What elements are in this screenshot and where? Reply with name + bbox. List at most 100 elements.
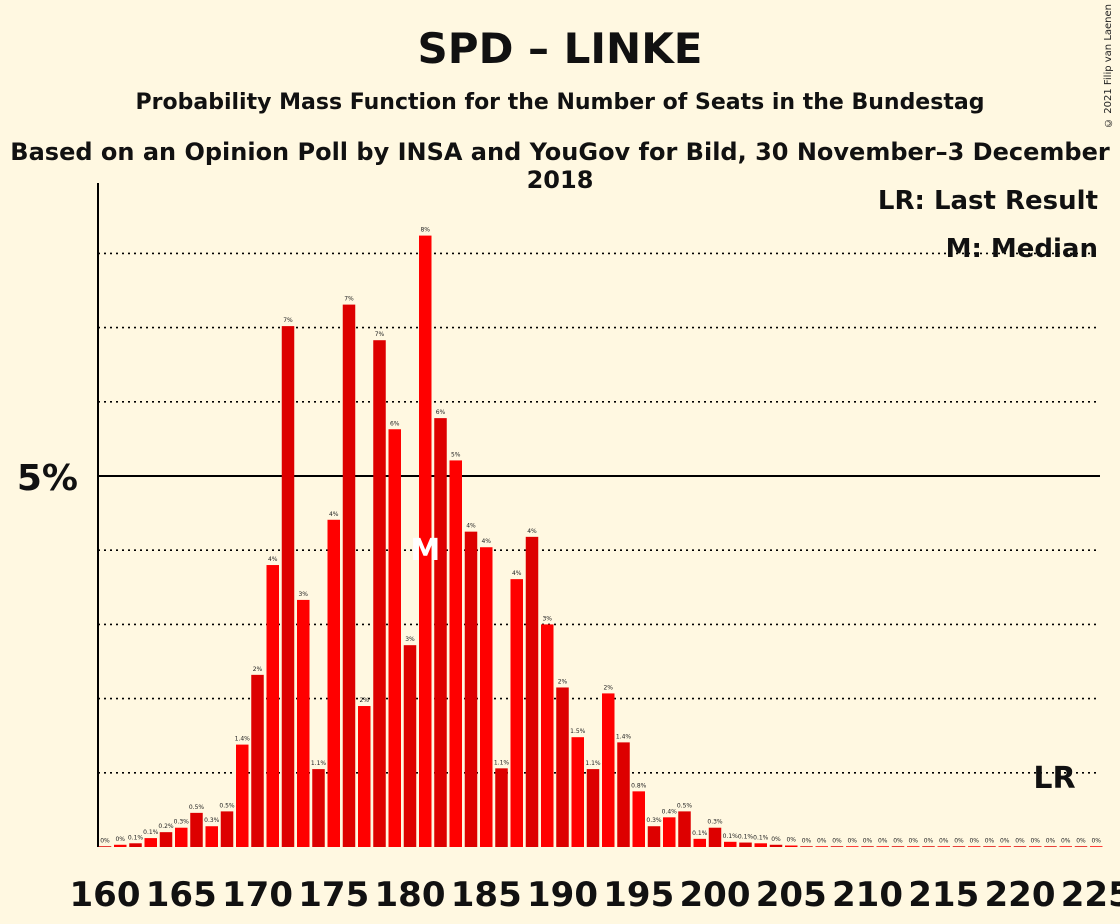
- bar-value-label: 0%: [1076, 837, 1086, 844]
- bar-value-label: 6%: [436, 409, 446, 416]
- bar: [312, 769, 325, 847]
- bar: [830, 846, 844, 847]
- bar-value-label: 0.5%: [677, 802, 693, 809]
- bar: [602, 693, 615, 847]
- bar: [1090, 846, 1103, 847]
- bar-value-label: 2%: [603, 684, 613, 691]
- bar: [617, 742, 630, 847]
- bar: [327, 519, 340, 847]
- bar-value-label: 8%: [420, 227, 430, 234]
- bar: [891, 846, 905, 847]
- bar-value-label: 0.1%: [692, 830, 708, 837]
- x-tick-label: 210: [832, 875, 903, 915]
- last-result-marker: LR: [1033, 761, 1075, 796]
- median-marker: M: [410, 533, 440, 568]
- bar: [373, 340, 386, 847]
- bar: [495, 768, 508, 847]
- bar: [876, 846, 889, 847]
- x-tick-label: 175: [298, 875, 369, 915]
- x-tick-label: 165: [146, 875, 217, 915]
- bar-value-label: 0%: [1091, 837, 1101, 844]
- bar-value-label: 2%: [359, 697, 369, 704]
- bar-value-label: 1.1%: [494, 759, 510, 766]
- bar: [419, 235, 432, 848]
- bar: [769, 844, 783, 847]
- x-tick-label: 180: [375, 875, 446, 915]
- bar: [129, 843, 142, 847]
- bar-value-label: 6%: [390, 420, 400, 427]
- bar-value-label: 0%: [802, 837, 812, 844]
- bar-value-label: 7%: [283, 317, 293, 324]
- bar: [952, 846, 966, 847]
- bar: [205, 826, 218, 847]
- bar-value-label: 0%: [847, 837, 857, 844]
- bar: [358, 706, 371, 847]
- y-tick-label: 5%: [17, 458, 78, 499]
- bar-value-label: 7%: [344, 296, 354, 303]
- bar-value-label: 0.3%: [204, 817, 220, 824]
- x-tick-label: 160: [70, 875, 141, 915]
- bar: [159, 832, 173, 847]
- chart-subtitle: Probability Mass Function for the Number…: [135, 90, 985, 115]
- bar: [922, 846, 935, 847]
- bar-value-label: 0%: [969, 837, 979, 844]
- bar: [1029, 846, 1042, 847]
- bar-value-label: 1.4%: [235, 736, 251, 743]
- bar-value-label: 0%: [908, 837, 918, 844]
- bar-value-label: 0%: [985, 837, 995, 844]
- bar: [1013, 846, 1027, 847]
- bar-value-label: 0.1%: [723, 833, 739, 840]
- x-tick-label: 190: [527, 875, 598, 915]
- bar: [754, 843, 767, 847]
- bar-value-label: 0%: [817, 837, 827, 844]
- bar: [693, 838, 706, 847]
- chart-title: SPD – LINKE: [417, 24, 703, 73]
- bar: [342, 304, 356, 847]
- bar-value-label: 0%: [786, 837, 796, 844]
- bar: [403, 645, 417, 847]
- bar-value-label: 3%: [542, 615, 552, 622]
- bar-value-label: 0%: [1046, 837, 1056, 844]
- x-tick-label: 225: [1061, 875, 1120, 915]
- bar-value-label: 0%: [771, 836, 781, 843]
- bar: [724, 841, 737, 847]
- bar: [266, 565, 279, 847]
- bar: [632, 791, 645, 847]
- bar-value-label: 1.1%: [585, 760, 601, 767]
- bar: [998, 846, 1011, 847]
- bar: [144, 838, 157, 847]
- bar: [541, 624, 554, 847]
- bar-value-label: 4%: [527, 528, 537, 535]
- bar: [510, 579, 523, 847]
- bar: [388, 429, 401, 847]
- bar: [937, 846, 950, 847]
- bar-value-label: 0.3%: [174, 819, 190, 826]
- bar-value-label: 0.8%: [631, 782, 647, 789]
- bar: [968, 846, 981, 847]
- bar: [800, 846, 813, 847]
- bar: [586, 769, 600, 847]
- bar-value-label: 1.1%: [311, 760, 327, 767]
- bar: [678, 811, 691, 847]
- bar-value-label: 0%: [939, 837, 949, 844]
- bar-value-label: 1.4%: [616, 733, 632, 740]
- bar-value-label: 3%: [405, 636, 415, 643]
- bar-value-label: 0%: [1030, 837, 1040, 844]
- bar: [297, 599, 310, 847]
- legend-median: M: Median: [945, 234, 1098, 264]
- bar-value-label: 0%: [832, 837, 842, 844]
- bar: [556, 687, 569, 847]
- bar-value-label: 0.3%: [707, 819, 723, 826]
- bar: [846, 846, 859, 847]
- bar: [571, 737, 584, 847]
- bar-value-label: 0.2%: [158, 823, 174, 830]
- x-tick-label: 205: [756, 875, 827, 915]
- bar: [983, 846, 996, 847]
- bar-value-label: 0.1%: [738, 834, 754, 841]
- bar: [98, 846, 112, 847]
- bar-value-label: 0.5%: [219, 802, 235, 809]
- bar: [114, 844, 127, 847]
- bar-value-label: 0.5%: [189, 804, 205, 811]
- bar-value-label: 4%: [268, 556, 278, 563]
